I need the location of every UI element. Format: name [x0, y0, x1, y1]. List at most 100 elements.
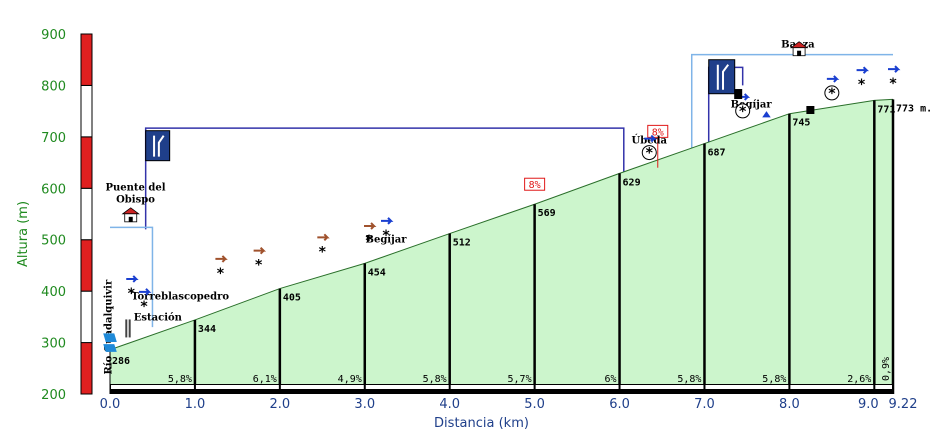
- y-tick-label: 900: [41, 28, 66, 43]
- roundabout-star: *: [646, 146, 654, 162]
- altitude-label: 454: [368, 267, 386, 278]
- place-label: Torreblascopedro: [131, 291, 229, 302]
- x-tick-label: 1.0: [185, 397, 206, 412]
- y-tick-label: 400: [41, 285, 66, 300]
- roundabout-star: *: [858, 77, 866, 93]
- roundabout-star: *: [128, 286, 136, 302]
- scale-band: [80, 33, 93, 86]
- direction-arrow-icon: [856, 66, 869, 74]
- x-tick-label: 4.0: [439, 397, 460, 412]
- gradient-label: 0,9%: [881, 357, 892, 381]
- scale-band: [80, 239, 93, 292]
- profile-area: [109, 98, 894, 395]
- roundabout-circle: [641, 145, 657, 161]
- gradient-band-mid: [365, 385, 449, 389]
- max-gradient-label: 8%: [652, 127, 664, 138]
- roundabout-star: *: [365, 233, 373, 249]
- x-tick-label: 2.0: [270, 397, 291, 412]
- roundabout-star: *: [140, 299, 148, 315]
- gradient-strip: 5,8% 6,1% 4,9% 5,8% 5,7% 6% 5,8% 5,8% 2,6% 0,9% 8%…: [110, 124, 893, 394]
- profile-fill: [110, 99, 893, 395]
- x-tick-label: 3.0: [354, 397, 375, 412]
- gradient-label: 5,8%: [423, 374, 447, 385]
- altitude-label: 629: [623, 177, 641, 188]
- max-gradient-label: 8%: [529, 180, 541, 191]
- junction-sign-plate: [145, 130, 171, 162]
- direction-arrow-icon: [644, 134, 657, 143]
- scale-band: [80, 342, 93, 395]
- town-house-icon: [121, 207, 140, 223]
- bridge-post-icon: [128, 319, 131, 338]
- altitude-label: 286: [112, 356, 130, 367]
- gradient-label: 6%: [604, 374, 616, 385]
- junction-sign-icon: [708, 59, 736, 95]
- gradient-label: 4,9%: [338, 374, 362, 385]
- x-tick-label: 5.0: [524, 397, 545, 412]
- x-tick-label: 9.0: [858, 397, 879, 412]
- gradient-label: 6,1%: [253, 374, 277, 385]
- direction-arrow-icon: [826, 75, 840, 83]
- junction-line-ubeda: [144, 127, 625, 230]
- house-door: [797, 50, 802, 56]
- roundabout-star: *: [319, 244, 327, 260]
- roundabout-star: *: [217, 266, 225, 282]
- altitude-label: 512: [453, 238, 471, 249]
- gradient-label: 2,6%: [847, 374, 871, 385]
- gradient-band-mid: [111, 385, 194, 389]
- junction-lines: [110, 53, 893, 328]
- altitude-label: 569: [538, 208, 556, 219]
- gradient-band-mid: [620, 385, 704, 389]
- direction-arrow-icon: [215, 255, 228, 263]
- y-tick-label: 600: [41, 182, 66, 197]
- house-roof: [121, 207, 140, 215]
- junction-sign-symbol: [153, 135, 165, 157]
- altitude-label: 773 m.: [896, 103, 932, 114]
- scale-band: [80, 290, 93, 344]
- house-door: [128, 216, 133, 222]
- direction-arrow-icon: [253, 246, 267, 255]
- town-line-baeza: [690, 53, 893, 168]
- river-icon: [103, 333, 117, 343]
- roundabout-star: *: [255, 258, 263, 274]
- y-tick-label: 800: [41, 79, 66, 94]
- gradient-label: 5,7%: [508, 374, 532, 385]
- roundabout-icon: *: [858, 77, 866, 93]
- x-tick-label: 6.0: [609, 397, 630, 412]
- scale-band: [80, 84, 93, 138]
- house-blue-icon: [762, 111, 771, 118]
- place-label: Río Guadalquivir: [104, 279, 115, 374]
- altitude-label: 405: [283, 293, 301, 304]
- scale-band: [80, 136, 93, 189]
- segment-markers: 286 344 405 454 512 569 629 687 745 771 773 m.: [112, 99, 932, 394]
- junction-sign-symbol: [716, 64, 730, 90]
- roundabout-icon: *: [824, 85, 840, 102]
- y-tick-label: 200: [41, 388, 66, 403]
- roundabout-icon: *: [365, 233, 373, 249]
- gradient-band-mid: [535, 385, 619, 389]
- roundabout-circle: [735, 103, 751, 119]
- roundabout-circle: [824, 85, 840, 101]
- y-axis-label: Altura (m): [16, 201, 31, 267]
- roundabout-icon: *: [217, 266, 225, 282]
- map-icons: ****** ***** *: [103, 41, 901, 352]
- place-label: Begíjar: [366, 234, 408, 245]
- direction-arrow-icon: [364, 222, 377, 230]
- direction-arrow-icon: [888, 65, 901, 73]
- gradient-label: 5,8%: [168, 374, 192, 385]
- x-tick-label: 7.0: [694, 397, 715, 412]
- direction-arrow-icon: [126, 275, 139, 283]
- x-tick-label: 9.22: [889, 397, 918, 412]
- place-labels: Puente del Obispo Torreblascopedro Estación…: [104, 39, 815, 374]
- x-tick-label: 8.0: [779, 397, 800, 412]
- altitude-scale-bar: [80, 33, 93, 395]
- roundabout-star: *: [739, 104, 747, 120]
- x-axis: 0.0 1.0 2.0 3.0 4.0 5.0 6.0 7.0 8.0 9.0 9.22: [100, 397, 918, 412]
- gradient-band-mid: [450, 385, 534, 389]
- building-icon: [806, 106, 815, 114]
- roundabout-star: *: [889, 76, 897, 92]
- altitude-label: 745: [792, 118, 810, 129]
- direction-arrow-icon: [381, 217, 394, 225]
- direction-arrow-icon: [138, 288, 152, 296]
- roundabout-icon: *: [641, 145, 657, 162]
